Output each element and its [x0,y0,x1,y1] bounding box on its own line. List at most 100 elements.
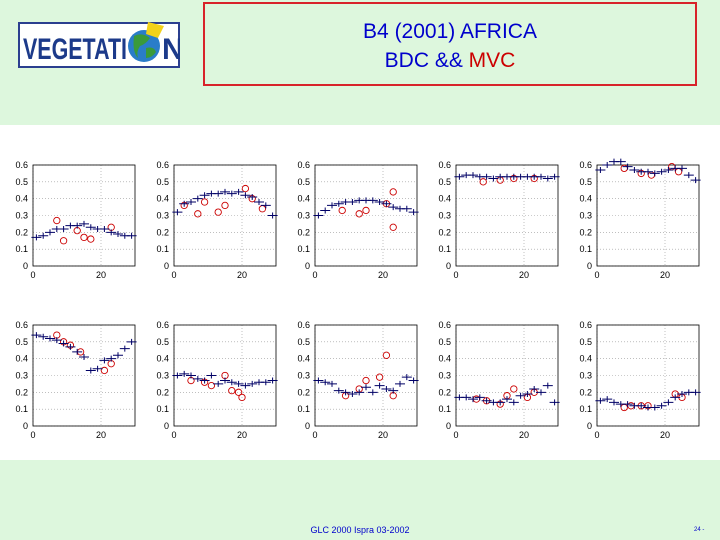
panel-1-xtick-label: 20 [96,270,106,280]
panel-9-bdc-point [549,399,560,406]
panel-5-mvc-point [674,168,683,176]
panel-2-bdc-point [226,190,237,197]
panel-2-bdc-point [213,190,224,197]
panel-1-mvc-point [53,216,61,225]
panel-8-bdc-point [320,379,331,386]
panel-4-bdc-point [536,173,546,180]
panel-1-bdc-point [113,231,123,238]
panel-6-xtick-label: 20 [96,430,106,440]
panel-5-ytick-label: 0.4 [579,194,592,204]
panel-2-ytick-label: 0.6 [156,160,169,170]
panel-9-xtick-label: 0 [453,430,458,440]
panel-5-bdc-point [649,170,660,177]
panel-1-ytick-label: 0.5 [15,177,28,187]
panel-5-ytick-label: 0.1 [579,244,592,254]
panel-6-mvc-point [100,366,109,375]
panel-10-frame [596,324,700,427]
panel-5-bdc-point [683,172,694,179]
panel-7-ytick-label: 0.1 [156,404,169,414]
panel-8-bdc-point [340,389,351,396]
panel-8-bdc-point [361,384,371,391]
panel-5-bdc-point [656,168,667,175]
panel-2-ytick-label: 0.5 [156,177,169,187]
panel-2-ytick-label: 0 [164,261,169,271]
panel-5-bdc-point [643,168,653,175]
panel-10-bdc-point [670,394,681,401]
panel-3-ytick-label: 0 [305,261,310,271]
panel-1-xtick-label: 0 [30,270,35,280]
panel-4-ytick-label: 0.1 [438,244,451,254]
panel-1-bdc-point [85,224,96,231]
panel-3-ytick-label: 0.5 [297,177,310,187]
panel-9-bdc-point [536,389,546,396]
panel-7-xtick-label: 0 [171,430,176,440]
panel-2-bdc-point [220,188,230,195]
panel-7-bdc-point [172,372,183,379]
panel-10-ytick-label: 0.6 [579,320,592,330]
panel-2-ytick-label: 0.3 [156,211,169,221]
panel-9-bdc-point [508,399,519,406]
panel-10-ytick-label: 0 [587,421,592,431]
panel-3-bdc-point [367,197,378,204]
panel-5-ytick-label: 0.5 [579,177,592,187]
panel-7-bdc-point [206,372,217,379]
panel-7-mvc-point [228,386,236,395]
panel-5-ytick-label: 0.6 [579,160,592,170]
panel-3-xtick-label: 20 [378,270,388,280]
panel-7-ytick-label: 0.5 [156,337,169,347]
panel-10-ytick-label: 0.4 [579,354,592,364]
panel-10-ytick-label: 0.3 [579,371,592,381]
panel-2-bdc-point [233,188,244,195]
panel-3-bdc-point [401,205,412,212]
panel-7-bdc-point [199,377,210,384]
panel-5-bdc-point [622,163,633,170]
panel-2-bdc-point [260,202,271,209]
panel-6-bdc-point [31,332,42,339]
panel-9-bdc-point [502,396,512,403]
panel-2-bdc-point [267,212,278,219]
panel-1-bdc-point [126,232,137,239]
panel-8-bdc-point [408,377,419,384]
panel-8-bdc-point [347,391,358,398]
panel-9-ytick-label: 0 [446,421,451,431]
panel-1-bdc-point [38,232,49,239]
panel-7-mvc-point [207,381,216,390]
panel-2-mvc-point [258,205,267,213]
panel-8-bdc-point [388,387,399,394]
panel-7-mvc-point [238,393,246,402]
panel-2-mvc-point [221,201,229,210]
panel-8-xtick-label: 20 [378,430,388,440]
panel-8-ytick-label: 0.5 [297,337,310,347]
panel-5-bdc-point [629,167,640,174]
panel-6-bdc-point [38,333,49,340]
panel-2-bdc-point [254,199,264,206]
panel-6-bdc-point [65,343,76,350]
panel-5-bdc-point [677,165,687,172]
panel-10-bdc-point [609,399,619,406]
panel-10-xtick-label: 0 [594,430,599,440]
panel-4-bdc-point [481,173,492,180]
panel-10-xtick-label: 20 [660,430,670,440]
panel-3-bdc-point [381,200,392,207]
panel-10-bdc-point [656,402,667,409]
panel-8-bdc-point [395,380,405,387]
panel-9-bdc-point [515,392,526,399]
panel-1-bdc-point [45,229,55,236]
panel-8-bdc-point [327,380,337,387]
panel-1-bdc-point [106,229,117,236]
panel-9-xtick-label: 20 [519,430,529,440]
panel-2-xtick-label: 0 [171,270,176,280]
panel-7-xtick-label: 20 [237,430,247,440]
panel-7-bdc-point [247,380,258,387]
panel-5-mvc-point [647,171,656,179]
panel-10-ytick-label: 0.5 [579,337,592,347]
panel-7-ytick-label: 0.3 [156,371,169,381]
panel-6-ytick-label: 0.3 [15,371,28,381]
panel-3-mvc-point [389,188,397,196]
page-subtitle: BDC && MVC [205,49,695,73]
subtitle-mvc: MVC [468,49,516,72]
panel-2-bdc-point [247,193,258,200]
panel-1-ytick-label: 0.2 [15,227,28,237]
panel-9-mvc-point [510,385,518,393]
vegetation-logo: VEGETATI N [18,22,180,68]
